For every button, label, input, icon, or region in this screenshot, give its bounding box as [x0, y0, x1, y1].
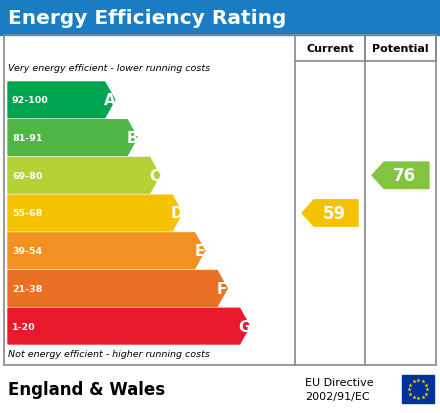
Text: G: G — [238, 319, 251, 334]
Text: 59: 59 — [323, 204, 345, 223]
Bar — [402, 375, 434, 403]
Bar — [295, 36, 365, 62]
Text: 92-100: 92-100 — [12, 96, 49, 105]
Polygon shape — [8, 309, 249, 344]
Text: E: E — [194, 244, 205, 259]
Text: B: B — [126, 131, 138, 146]
Text: 1-20: 1-20 — [12, 322, 36, 331]
Text: Not energy efficient - higher running costs: Not energy efficient - higher running co… — [8, 349, 210, 358]
Text: 55-68: 55-68 — [12, 209, 42, 218]
Text: England & Wales: England & Wales — [8, 380, 165, 398]
Text: Very energy efficient - lower running costs: Very energy efficient - lower running co… — [8, 64, 210, 73]
Text: F: F — [217, 281, 227, 296]
Polygon shape — [8, 271, 227, 306]
Polygon shape — [372, 163, 429, 189]
Text: C: C — [149, 169, 160, 183]
Text: Energy Efficiency Rating: Energy Efficiency Rating — [8, 9, 286, 27]
Bar — [365, 36, 436, 62]
Polygon shape — [8, 158, 160, 194]
Polygon shape — [8, 83, 115, 119]
Text: Current: Current — [306, 44, 354, 54]
Text: Potential: Potential — [372, 44, 429, 54]
Text: 81-91: 81-91 — [12, 134, 43, 143]
Text: 39-54: 39-54 — [12, 247, 42, 256]
Polygon shape — [8, 121, 137, 156]
Polygon shape — [8, 233, 205, 269]
Text: A: A — [104, 93, 116, 108]
Polygon shape — [302, 200, 358, 227]
Text: 2002/91/EC: 2002/91/EC — [305, 391, 370, 401]
Bar — [0, 0, 440, 36]
Bar — [0, 365, 440, 413]
Text: 76: 76 — [393, 167, 416, 185]
Bar — [4, 36, 436, 365]
Text: EU Directive: EU Directive — [305, 377, 374, 387]
Text: 21-38: 21-38 — [12, 284, 42, 293]
Text: D: D — [171, 206, 183, 221]
Text: 69-80: 69-80 — [12, 171, 42, 180]
Polygon shape — [8, 196, 182, 231]
